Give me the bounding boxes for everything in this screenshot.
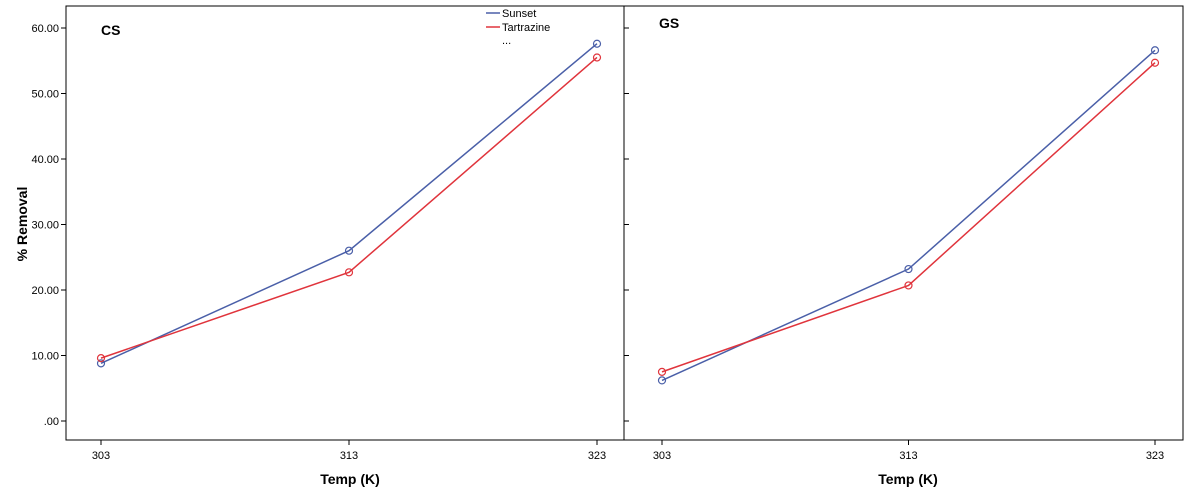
series-line-sunset xyxy=(100,43,598,365)
panel-label: GS xyxy=(659,15,679,31)
x-tick-label: 313 xyxy=(340,450,358,462)
data-point-tartrazine xyxy=(1150,58,1160,67)
x-tick-label: 303 xyxy=(653,450,671,462)
x-tick-label: 313 xyxy=(899,450,917,462)
series-line-tartrazine xyxy=(100,56,598,359)
data-point-sunset xyxy=(904,264,913,274)
x-axis-title-left: Temp (K) xyxy=(320,471,380,487)
x-axis-title-right: Temp (K) xyxy=(878,471,938,487)
data-point-tartrazine xyxy=(657,367,667,376)
y-axis-title: % Removal xyxy=(14,187,30,262)
panel-gs: 303 313 323 GS xyxy=(623,5,1184,462)
data-point-sunset xyxy=(96,359,106,368)
legend-label-tartrazine: Tartrazine xyxy=(502,22,550,34)
legend-label-sunset: Sunset xyxy=(502,8,536,20)
y-tick-label: 50.00 xyxy=(31,89,59,101)
data-point-sunset xyxy=(592,39,602,48)
panel-cs: .00 10.00 20.00 30.00 40.00 50.00 60.00 303 313 3… xyxy=(31,5,625,462)
legend-more-label: ... xyxy=(502,35,511,47)
x-tick-label: 323 xyxy=(1146,450,1164,462)
data-point-tartrazine xyxy=(96,354,106,363)
series-line-tartrazine xyxy=(661,62,1156,373)
data-point-sunset xyxy=(344,246,354,255)
plot-frame xyxy=(623,5,1184,441)
y-tick-label: 20.00 xyxy=(31,285,59,297)
y-tick-label: 10.00 xyxy=(31,351,59,363)
x-tick-label: 303 xyxy=(92,450,110,462)
x-tick-label: 323 xyxy=(588,450,606,462)
plot-frame xyxy=(65,5,625,441)
data-point-tartrazine xyxy=(592,53,602,62)
y-tick-label: 60.00 xyxy=(31,23,59,35)
data-point-sunset xyxy=(1150,46,1160,55)
series-line-sunset xyxy=(661,49,1156,382)
legend: Sunset Tartrazine ... xyxy=(486,8,550,47)
y-tick-label: 40.00 xyxy=(31,154,59,166)
data-point-tartrazine xyxy=(904,281,913,290)
data-point-sunset xyxy=(657,376,667,385)
y-tick-label: 30.00 xyxy=(31,220,59,232)
y-tick-label: .00 xyxy=(44,416,59,428)
data-point-tartrazine xyxy=(344,268,354,277)
panel-label: CS xyxy=(101,22,120,38)
